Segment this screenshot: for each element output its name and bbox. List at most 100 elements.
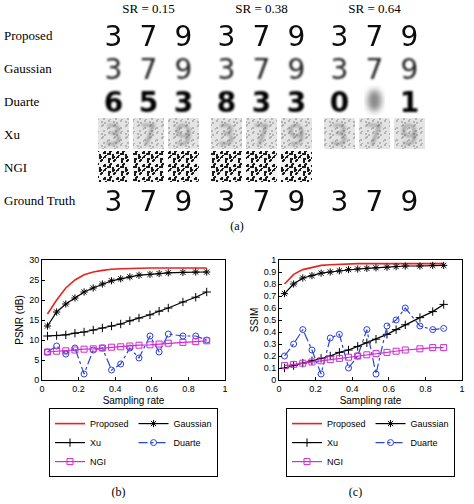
svg-text:9: 9 xyxy=(288,185,306,218)
svg-text:Proposed: Proposed xyxy=(90,419,129,429)
svg-text:3: 3 xyxy=(331,53,349,86)
svg-text:Gaussian: Gaussian xyxy=(4,61,52,76)
svg-text:NGI: NGI xyxy=(4,160,27,175)
svg-text:0: 0 xyxy=(276,384,281,394)
svg-text:0.7: 0.7 xyxy=(264,291,277,301)
svg-text:Duarte: Duarte xyxy=(174,438,201,448)
svg-text:Duarte: Duarte xyxy=(411,438,438,448)
svg-text:7: 7 xyxy=(366,119,384,152)
svg-text:3: 3 xyxy=(105,20,123,53)
svg-text:9: 9 xyxy=(175,53,193,86)
svg-text:5: 5 xyxy=(34,355,39,365)
svg-text:(a): (a) xyxy=(230,219,243,233)
svg-text:NGI: NGI xyxy=(327,457,343,467)
svg-text:0: 0 xyxy=(330,86,349,119)
svg-text:30: 30 xyxy=(29,255,39,265)
svg-text:3: 3 xyxy=(174,86,193,119)
svg-text:0.8: 0.8 xyxy=(419,384,432,394)
svg-text:0: 0 xyxy=(34,375,39,385)
svg-text:7: 7 xyxy=(140,119,158,152)
svg-text:3: 3 xyxy=(287,86,306,119)
svg-text:9: 9 xyxy=(175,185,193,218)
svg-text:Proposed: Proposed xyxy=(327,419,366,429)
svg-text:1: 1 xyxy=(222,384,227,394)
svg-text:0.4: 0.4 xyxy=(346,384,359,394)
svg-text:Xu: Xu xyxy=(4,127,20,142)
svg-text:SSIM: SSIM xyxy=(249,308,260,332)
svg-text:0.6: 0.6 xyxy=(264,303,277,313)
svg-text:0.5: 0.5 xyxy=(264,315,277,325)
svg-text:Sampling rate: Sampling rate xyxy=(103,395,165,406)
svg-text:0.6: 0.6 xyxy=(383,384,396,394)
svg-text:0.2: 0.2 xyxy=(72,384,85,394)
svg-text:0.2: 0.2 xyxy=(309,384,322,394)
svg-text:1: 1 xyxy=(459,384,464,394)
svg-text:9: 9 xyxy=(175,119,193,152)
svg-text:0.2: 0.2 xyxy=(264,351,277,361)
svg-text:(b): (b) xyxy=(112,485,126,498)
svg-text:3: 3 xyxy=(252,86,271,119)
svg-text:7: 7 xyxy=(253,185,271,218)
svg-text:SR = 0.38: SR = 0.38 xyxy=(235,1,287,16)
svg-text:3: 3 xyxy=(218,53,236,86)
svg-text:SR = 0.15: SR = 0.15 xyxy=(122,1,174,16)
svg-text:3: 3 xyxy=(331,20,349,53)
svg-text:5: 5 xyxy=(139,86,158,119)
svg-text:3: 3 xyxy=(105,53,123,86)
svg-text:(c): (c) xyxy=(349,485,362,498)
svg-text:7: 7 xyxy=(253,20,271,53)
svg-text:9: 9 xyxy=(288,20,306,53)
svg-text:20: 20 xyxy=(29,295,39,305)
svg-text:Xu: Xu xyxy=(90,438,101,448)
svg-text:3: 3 xyxy=(105,185,123,218)
svg-text:7: 7 xyxy=(366,185,384,218)
svg-text:0: 0 xyxy=(271,375,276,385)
svg-text:3: 3 xyxy=(218,185,236,218)
svg-text:0.8: 0.8 xyxy=(264,279,277,289)
svg-text:0.9: 0.9 xyxy=(264,267,277,277)
svg-text:10: 10 xyxy=(29,335,39,345)
svg-text:9: 9 xyxy=(288,119,306,152)
svg-text:0.1: 0.1 xyxy=(264,363,277,373)
svg-text:Duarte: Duarte xyxy=(4,94,40,109)
svg-text:6: 6 xyxy=(104,86,123,119)
svg-text:3: 3 xyxy=(331,185,349,218)
svg-text:7: 7 xyxy=(140,185,158,218)
svg-text:3: 3 xyxy=(331,119,349,152)
svg-text:3: 3 xyxy=(105,119,123,152)
svg-text:15: 15 xyxy=(29,315,39,325)
svg-text:0: 0 xyxy=(39,384,44,394)
svg-text:SR = 0.64: SR = 0.64 xyxy=(348,1,401,16)
svg-text:0.4: 0.4 xyxy=(109,384,122,394)
svg-text:Proposed: Proposed xyxy=(4,28,53,43)
svg-text:7: 7 xyxy=(140,53,158,86)
svg-text:9: 9 xyxy=(401,119,419,152)
svg-text:PSNR (dB): PSNR (dB) xyxy=(14,295,25,344)
svg-text:7: 7 xyxy=(253,53,271,86)
svg-text:3: 3 xyxy=(218,119,236,152)
svg-text:1: 1 xyxy=(271,255,276,265)
svg-text:Sampling rate: Sampling rate xyxy=(340,395,402,406)
svg-text:9: 9 xyxy=(288,53,306,86)
svg-text:9: 9 xyxy=(401,20,419,53)
svg-text:7: 7 xyxy=(253,119,271,152)
svg-text:8: 8 xyxy=(217,86,236,119)
svg-text:0.6: 0.6 xyxy=(146,384,159,394)
svg-text:Gaussian: Gaussian xyxy=(174,419,212,429)
svg-text:Xu: Xu xyxy=(327,438,338,448)
svg-text:0.8: 0.8 xyxy=(182,384,195,394)
svg-text:25: 25 xyxy=(29,275,39,285)
svg-text:Ground Truth: Ground Truth xyxy=(4,193,76,208)
svg-text:7: 7 xyxy=(366,53,384,86)
svg-text:7: 7 xyxy=(140,20,158,53)
svg-text:0.3: 0.3 xyxy=(264,339,277,349)
svg-text:1: 1 xyxy=(400,86,419,119)
svg-text:Gaussian: Gaussian xyxy=(411,419,449,429)
svg-text:9: 9 xyxy=(175,20,193,53)
svg-text:9: 9 xyxy=(401,185,419,218)
svg-text:3: 3 xyxy=(218,20,236,53)
svg-text:9: 9 xyxy=(401,53,419,86)
svg-text:7: 7 xyxy=(366,20,384,53)
svg-text:NGI: NGI xyxy=(90,457,106,467)
svg-text:0.4: 0.4 xyxy=(264,327,277,337)
